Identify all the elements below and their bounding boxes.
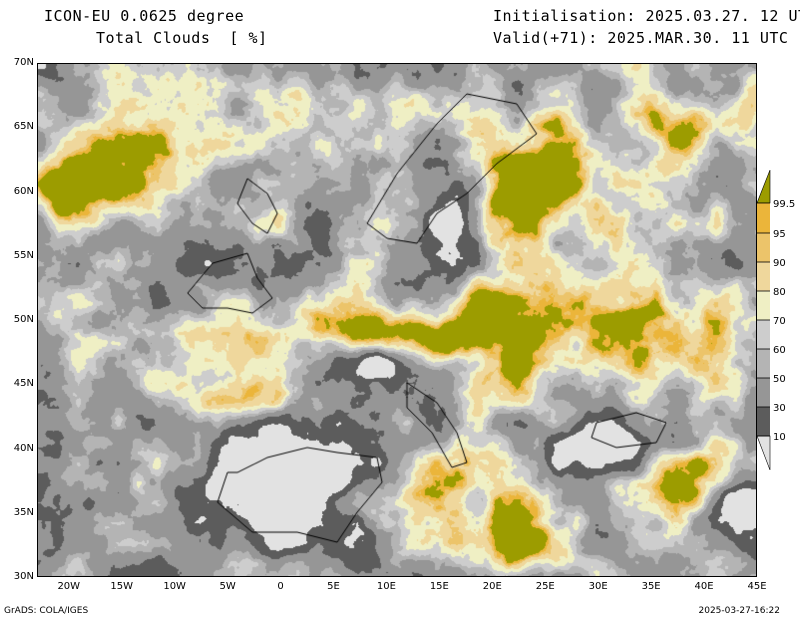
lat-label: 55N bbox=[13, 249, 34, 261]
colorbar-segment bbox=[757, 233, 770, 262]
lat-label: 70N bbox=[13, 57, 34, 68]
lon-label: 30E bbox=[588, 581, 608, 592]
colorbar-segment bbox=[757, 203, 770, 233]
colorbar-top-triangle bbox=[757, 170, 771, 204]
colorbar-label: 95 bbox=[773, 229, 786, 240]
colorbar-label: 80 bbox=[773, 287, 786, 298]
lon-label: 0 bbox=[277, 581, 284, 592]
colorbar-label: 10 bbox=[773, 432, 786, 443]
lat-label: 50N bbox=[13, 314, 34, 325]
colorbar-segment bbox=[757, 320, 770, 349]
valid-time: Valid(+71): 2025.MAR.30. 11 UTC bbox=[493, 29, 789, 47]
variable-title: Total Clouds [ %] bbox=[96, 29, 268, 47]
lon-label: 15W bbox=[110, 581, 134, 592]
lat-label: 60N bbox=[13, 185, 34, 197]
footer-timestamp: 2025-03-27-16:22 bbox=[698, 606, 781, 616]
lat-label: 45N bbox=[13, 378, 34, 390]
colorbar-segment bbox=[757, 349, 770, 378]
cloud-field bbox=[38, 64, 756, 576]
lat-label: 65N bbox=[13, 121, 34, 133]
lon-label: 15E bbox=[429, 581, 449, 592]
init-time: Initialisation: 2025.03.27. 12 UTC bbox=[493, 7, 800, 25]
colorbar-label: 50 bbox=[773, 374, 786, 385]
colorbar-segment bbox=[757, 291, 770, 320]
footer-credit: GrADS: COLA/IGES bbox=[4, 606, 89, 616]
lon-label: 20E bbox=[482, 581, 502, 592]
colorbar-bottom-triangle bbox=[757, 435, 771, 470]
lon-label: 20W bbox=[57, 581, 81, 592]
lon-label: 45E bbox=[747, 581, 767, 592]
lon-label: 5W bbox=[219, 581, 236, 592]
lat-label: 30N bbox=[13, 571, 34, 582]
colorbar-label: 60 bbox=[773, 345, 786, 356]
colorbar: 99.5 95 90 80 70 60 50 30 10 bbox=[757, 170, 795, 470]
lon-label: 25E bbox=[535, 581, 555, 592]
colorbar-segment bbox=[757, 378, 770, 407]
model-title: ICON-EU 0.0625 degree bbox=[44, 7, 245, 25]
lon-label: 10E bbox=[376, 581, 396, 592]
lat-label: 35N bbox=[13, 506, 34, 518]
colorbar-segment bbox=[757, 407, 770, 436]
colorbar-label: 30 bbox=[773, 403, 786, 414]
cloud-cover-map bbox=[37, 63, 757, 577]
lon-label: 5E bbox=[327, 581, 340, 592]
lat-label: 40N bbox=[13, 442, 34, 454]
lon-label: 10W bbox=[163, 581, 186, 592]
colorbar-label: 99.5 bbox=[773, 199, 795, 210]
lon-label: 40E bbox=[694, 581, 714, 592]
colorbar-label: 70 bbox=[773, 316, 786, 327]
colorbar-label: 90 bbox=[773, 258, 786, 269]
lon-label: 35E bbox=[641, 581, 661, 592]
colorbar-segment bbox=[757, 262, 770, 291]
